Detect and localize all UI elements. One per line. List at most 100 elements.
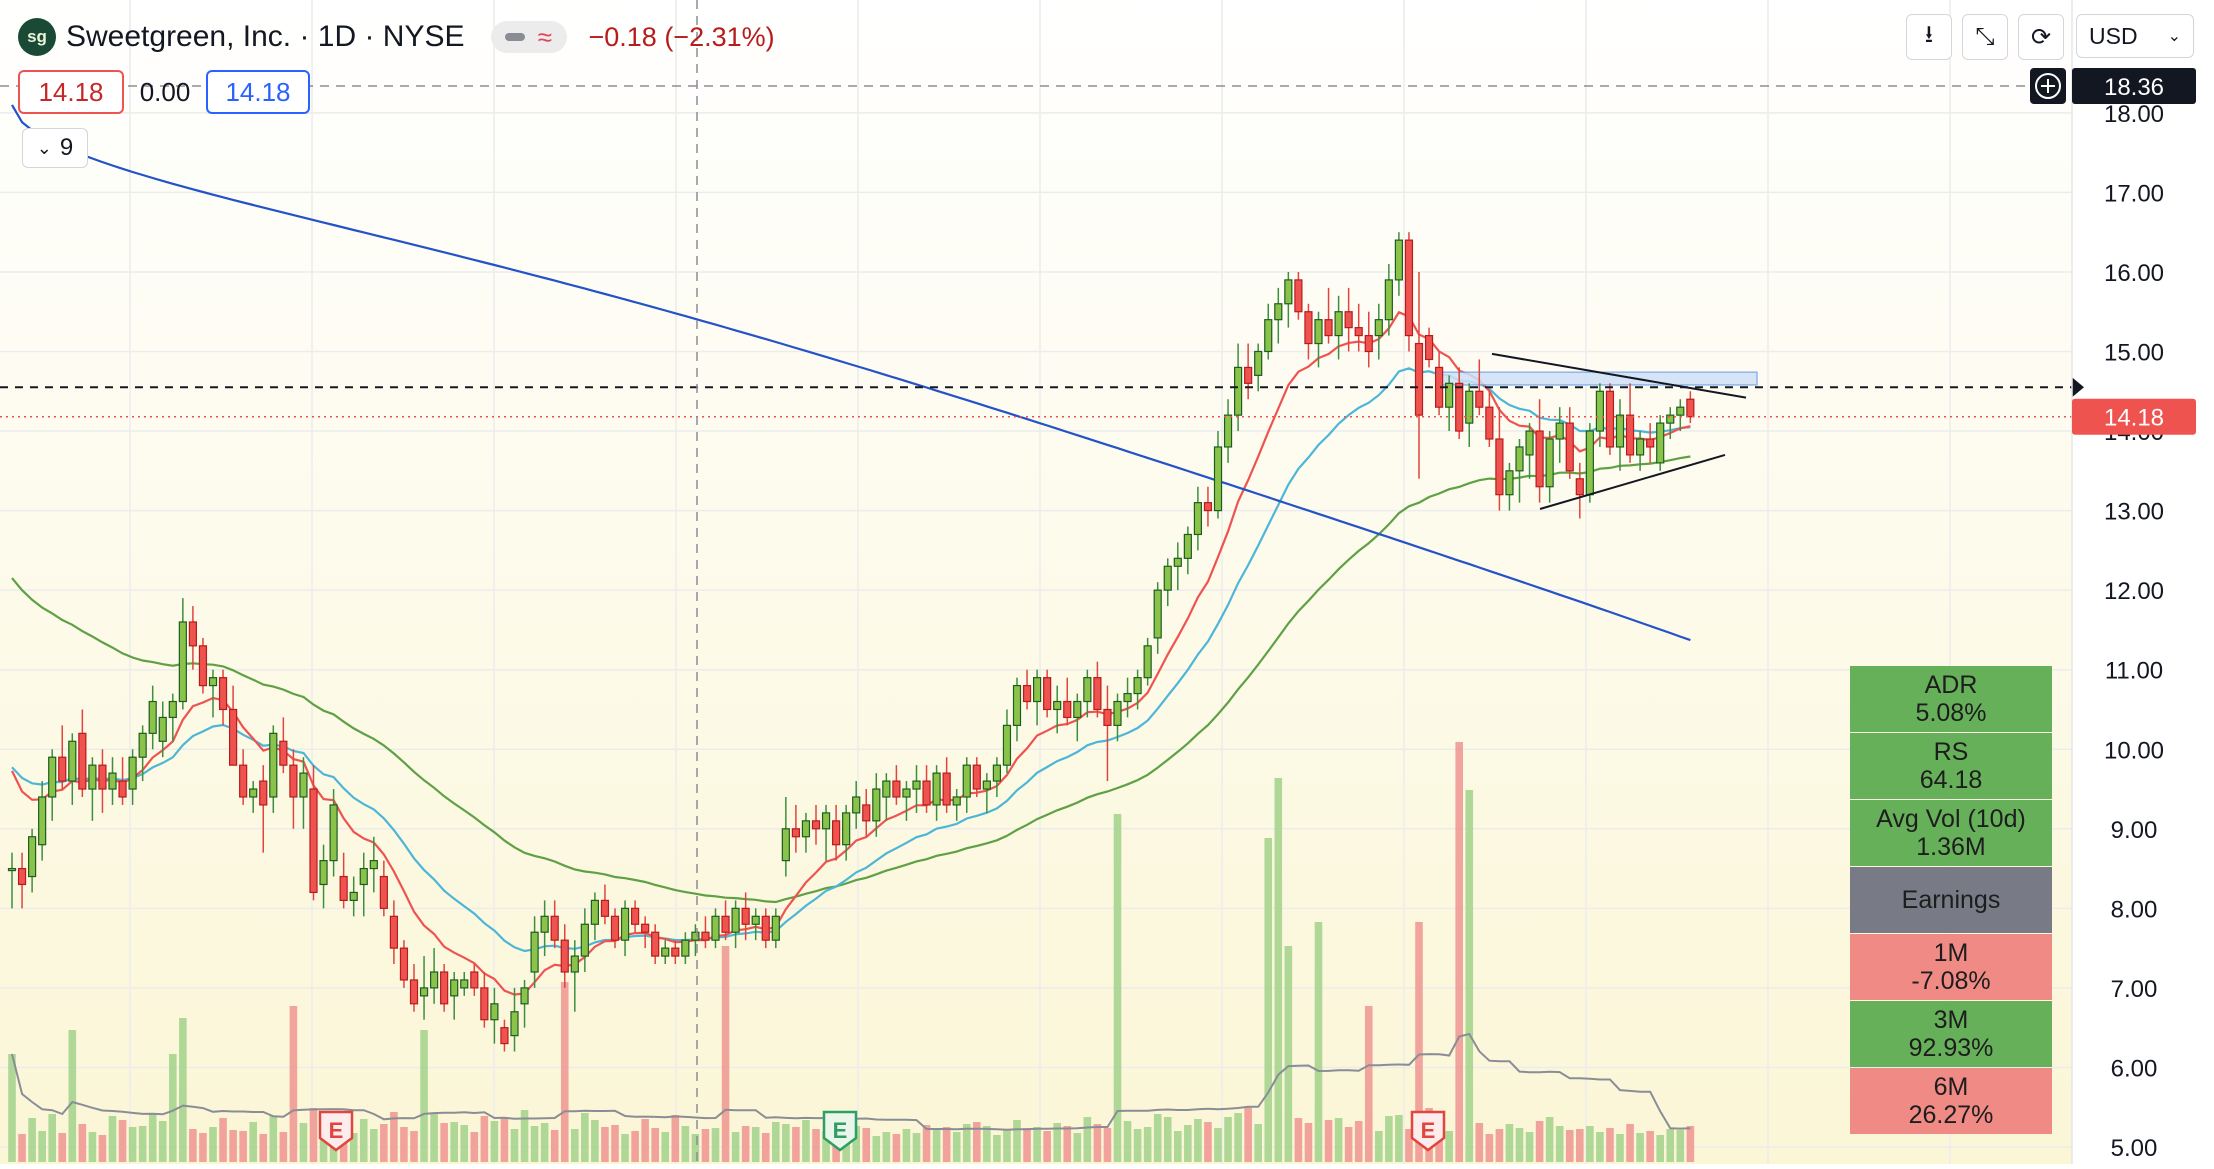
spread-value: 0.00 (139, 76, 191, 107)
candle-up (38, 796, 47, 846)
symbol-title[interactable]: Sweetgreen, Inc. · 1D · NYSE (66, 20, 465, 53)
candle-up (932, 772, 941, 806)
volume-bar (189, 1129, 197, 1162)
currency-select[interactable]: USD ⌄ (2076, 14, 2194, 58)
candle-up (691, 931, 700, 941)
volume-bar (179, 1018, 187, 1162)
candle-down (721, 915, 730, 933)
candle-up (148, 700, 157, 734)
volume-bar (641, 1119, 649, 1162)
sell-price-box[interactable]: 14.18 (18, 70, 124, 114)
candle-down (399, 947, 409, 981)
candle-up (28, 836, 37, 878)
volume-bar (1495, 1129, 1504, 1162)
trendlines[interactable] (1491, 352, 1747, 510)
candle-up (1555, 422, 1564, 440)
volume-bar (490, 1121, 499, 1162)
volume-bar (912, 1133, 921, 1162)
candle-up (1233, 366, 1243, 416)
chevron-down-icon[interactable]: ⌄ (36, 137, 52, 158)
candle-down (78, 732, 87, 790)
candle-up (1384, 279, 1393, 321)
crosshair-price-tag (2072, 68, 2196, 104)
volume-bar (962, 1124, 971, 1162)
wave-icon[interactable]: ≈ (537, 22, 553, 52)
candle-up (1374, 319, 1383, 337)
volume-bar (450, 1122, 458, 1162)
volume-bar (661, 1132, 670, 1162)
buy-price-box[interactable]: 14.18 (206, 70, 310, 114)
earnings-marker[interactable] (822, 1110, 858, 1152)
bar-style-icon[interactable] (504, 33, 525, 41)
price-tick-label: 15.00 (2104, 340, 2164, 367)
volume-bar (1405, 1129, 1413, 1162)
chevron-down-icon[interactable]: ⌄ (2167, 28, 2181, 45)
candle-down (1414, 342, 1424, 416)
candle-up (1445, 382, 1454, 408)
volume-bar (591, 1120, 599, 1162)
volume-bar (1174, 1131, 1182, 1162)
candle-down (701, 931, 710, 941)
chart-style-toggle[interactable]: ≈ (490, 21, 567, 53)
volume-bar (148, 1113, 157, 1162)
volume-bar (1254, 1124, 1262, 1162)
volume-bar (711, 1128, 720, 1162)
candle-up (460, 979, 469, 989)
candle-down (470, 971, 479, 989)
volume-bar (1304, 1123, 1313, 1162)
candle-down (791, 828, 801, 838)
volume-bar (1596, 1132, 1604, 1162)
candle-up (872, 788, 881, 822)
volume-bar (932, 1130, 941, 1162)
collapse-icon[interactable]: ⤡ (1962, 14, 2008, 60)
candle-up (1465, 390, 1474, 424)
earnings-marker[interactable] (318, 1110, 354, 1152)
resistance-zone[interactable] (1436, 371, 1758, 386)
candle-up (1193, 502, 1203, 536)
candle-up (158, 716, 167, 742)
candle-up (1002, 724, 1012, 766)
volume-bar (289, 1006, 298, 1162)
volume-bar (1606, 1128, 1614, 1162)
volume-bar (158, 1121, 167, 1162)
refresh-icon[interactable]: ⟳ (2018, 14, 2064, 60)
candle-down (1575, 478, 1584, 496)
earnings-marker[interactable] (1410, 1110, 1446, 1152)
stat-m1-label: 1M (1933, 939, 1969, 967)
price-axis[interactable]: 18.0017.0016.0015.0014.0013.0012.0011.00… (2030, 0, 2196, 1164)
volume-bar (1324, 1120, 1333, 1162)
candle-up (590, 899, 600, 925)
candle-down (1455, 382, 1464, 432)
volume-bar (209, 1127, 217, 1162)
candle-down (339, 875, 348, 901)
volume-bar (681, 1126, 690, 1162)
arrow-down-icon[interactable]: ⭳ (1906, 14, 1952, 60)
volume-bar (259, 1134, 268, 1162)
indicator-toggle[interactable]: ⌄ 9 (22, 128, 88, 168)
volume-bar (1234, 1113, 1242, 1162)
price-levels (0, 0, 2084, 1164)
candle-up (1173, 557, 1182, 567)
candle-up (751, 915, 760, 925)
candle-down (1244, 366, 1253, 384)
stat-rs-value: 64.18 (1919, 766, 1983, 794)
candle-up (952, 796, 961, 806)
candle-down (218, 677, 228, 711)
candle-down (1364, 334, 1373, 353)
crosshair-price-label: 18.36 (2104, 74, 2164, 101)
volume-bar (842, 1132, 850, 1162)
ema-21-line (11, 367, 1691, 953)
candle-up (1505, 470, 1514, 496)
volume-bar (571, 1129, 579, 1162)
candle-up (68, 740, 77, 782)
volume-bar (902, 1129, 911, 1162)
candle-down (1354, 327, 1363, 337)
candle-down (1686, 398, 1695, 418)
price-tick-label: 10.00 (2104, 737, 2164, 764)
volume-bar (621, 1134, 629, 1162)
level-marker-icon (2072, 377, 2084, 398)
volume-bar (721, 946, 730, 1162)
volume-bar (400, 1127, 408, 1162)
